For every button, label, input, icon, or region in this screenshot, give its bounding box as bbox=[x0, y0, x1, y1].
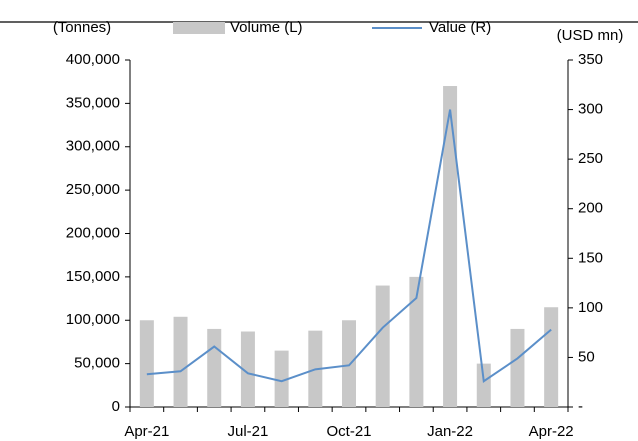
y-tick-label: 100,000 bbox=[66, 311, 120, 328]
y2-tick-label: 200 bbox=[578, 200, 603, 217]
y-tick-label: 350,000 bbox=[66, 94, 120, 111]
y-tick-label: 150,000 bbox=[66, 268, 120, 285]
y2-tick-label: 100 bbox=[578, 299, 603, 316]
x-tick-label: Apr-21 bbox=[124, 423, 169, 440]
bar bbox=[443, 86, 458, 408]
legend-swatch bbox=[173, 22, 225, 34]
y2-axis-label: (USD mn) bbox=[557, 27, 624, 44]
legend-label: Value (R) bbox=[429, 19, 491, 36]
bar bbox=[342, 320, 356, 407]
y2-tick-label: - bbox=[578, 398, 583, 415]
bar bbox=[510, 328, 525, 407]
bar bbox=[274, 350, 289, 407]
line bbox=[146, 109, 552, 383]
y-axis-label: (Tonnes) bbox=[53, 19, 111, 36]
y-tick-label: 400,000 bbox=[66, 51, 120, 68]
x-tick-label: Apr-22 bbox=[529, 423, 574, 440]
y-tick-label: 50,000 bbox=[74, 355, 120, 372]
bar bbox=[375, 285, 390, 407]
y-tick-label: 0 bbox=[112, 398, 120, 415]
bar bbox=[240, 331, 255, 407]
bar bbox=[544, 307, 559, 407]
y-tick-label: 200,000 bbox=[66, 224, 120, 241]
y-tick-label: 250,000 bbox=[66, 181, 120, 198]
y-tick-label: 300,000 bbox=[66, 138, 120, 155]
bar bbox=[139, 320, 154, 407]
x-tick-label: Jan-22 bbox=[427, 423, 473, 440]
y2-tick-label: 50 bbox=[578, 348, 595, 365]
y2-tick-label: 150 bbox=[578, 249, 603, 266]
bar bbox=[409, 276, 424, 407]
y2-tick-label: 350 bbox=[578, 51, 603, 68]
bar bbox=[476, 363, 491, 407]
y2-tick-label: 250 bbox=[578, 150, 603, 167]
x-tick-label: Oct-21 bbox=[326, 423, 371, 440]
legend-label: Volume (L) bbox=[230, 19, 303, 36]
x-tick-label: Jul-21 bbox=[227, 423, 268, 440]
y2-tick-label: 300 bbox=[578, 101, 603, 118]
bar bbox=[173, 316, 188, 407]
bar bbox=[207, 328, 222, 407]
